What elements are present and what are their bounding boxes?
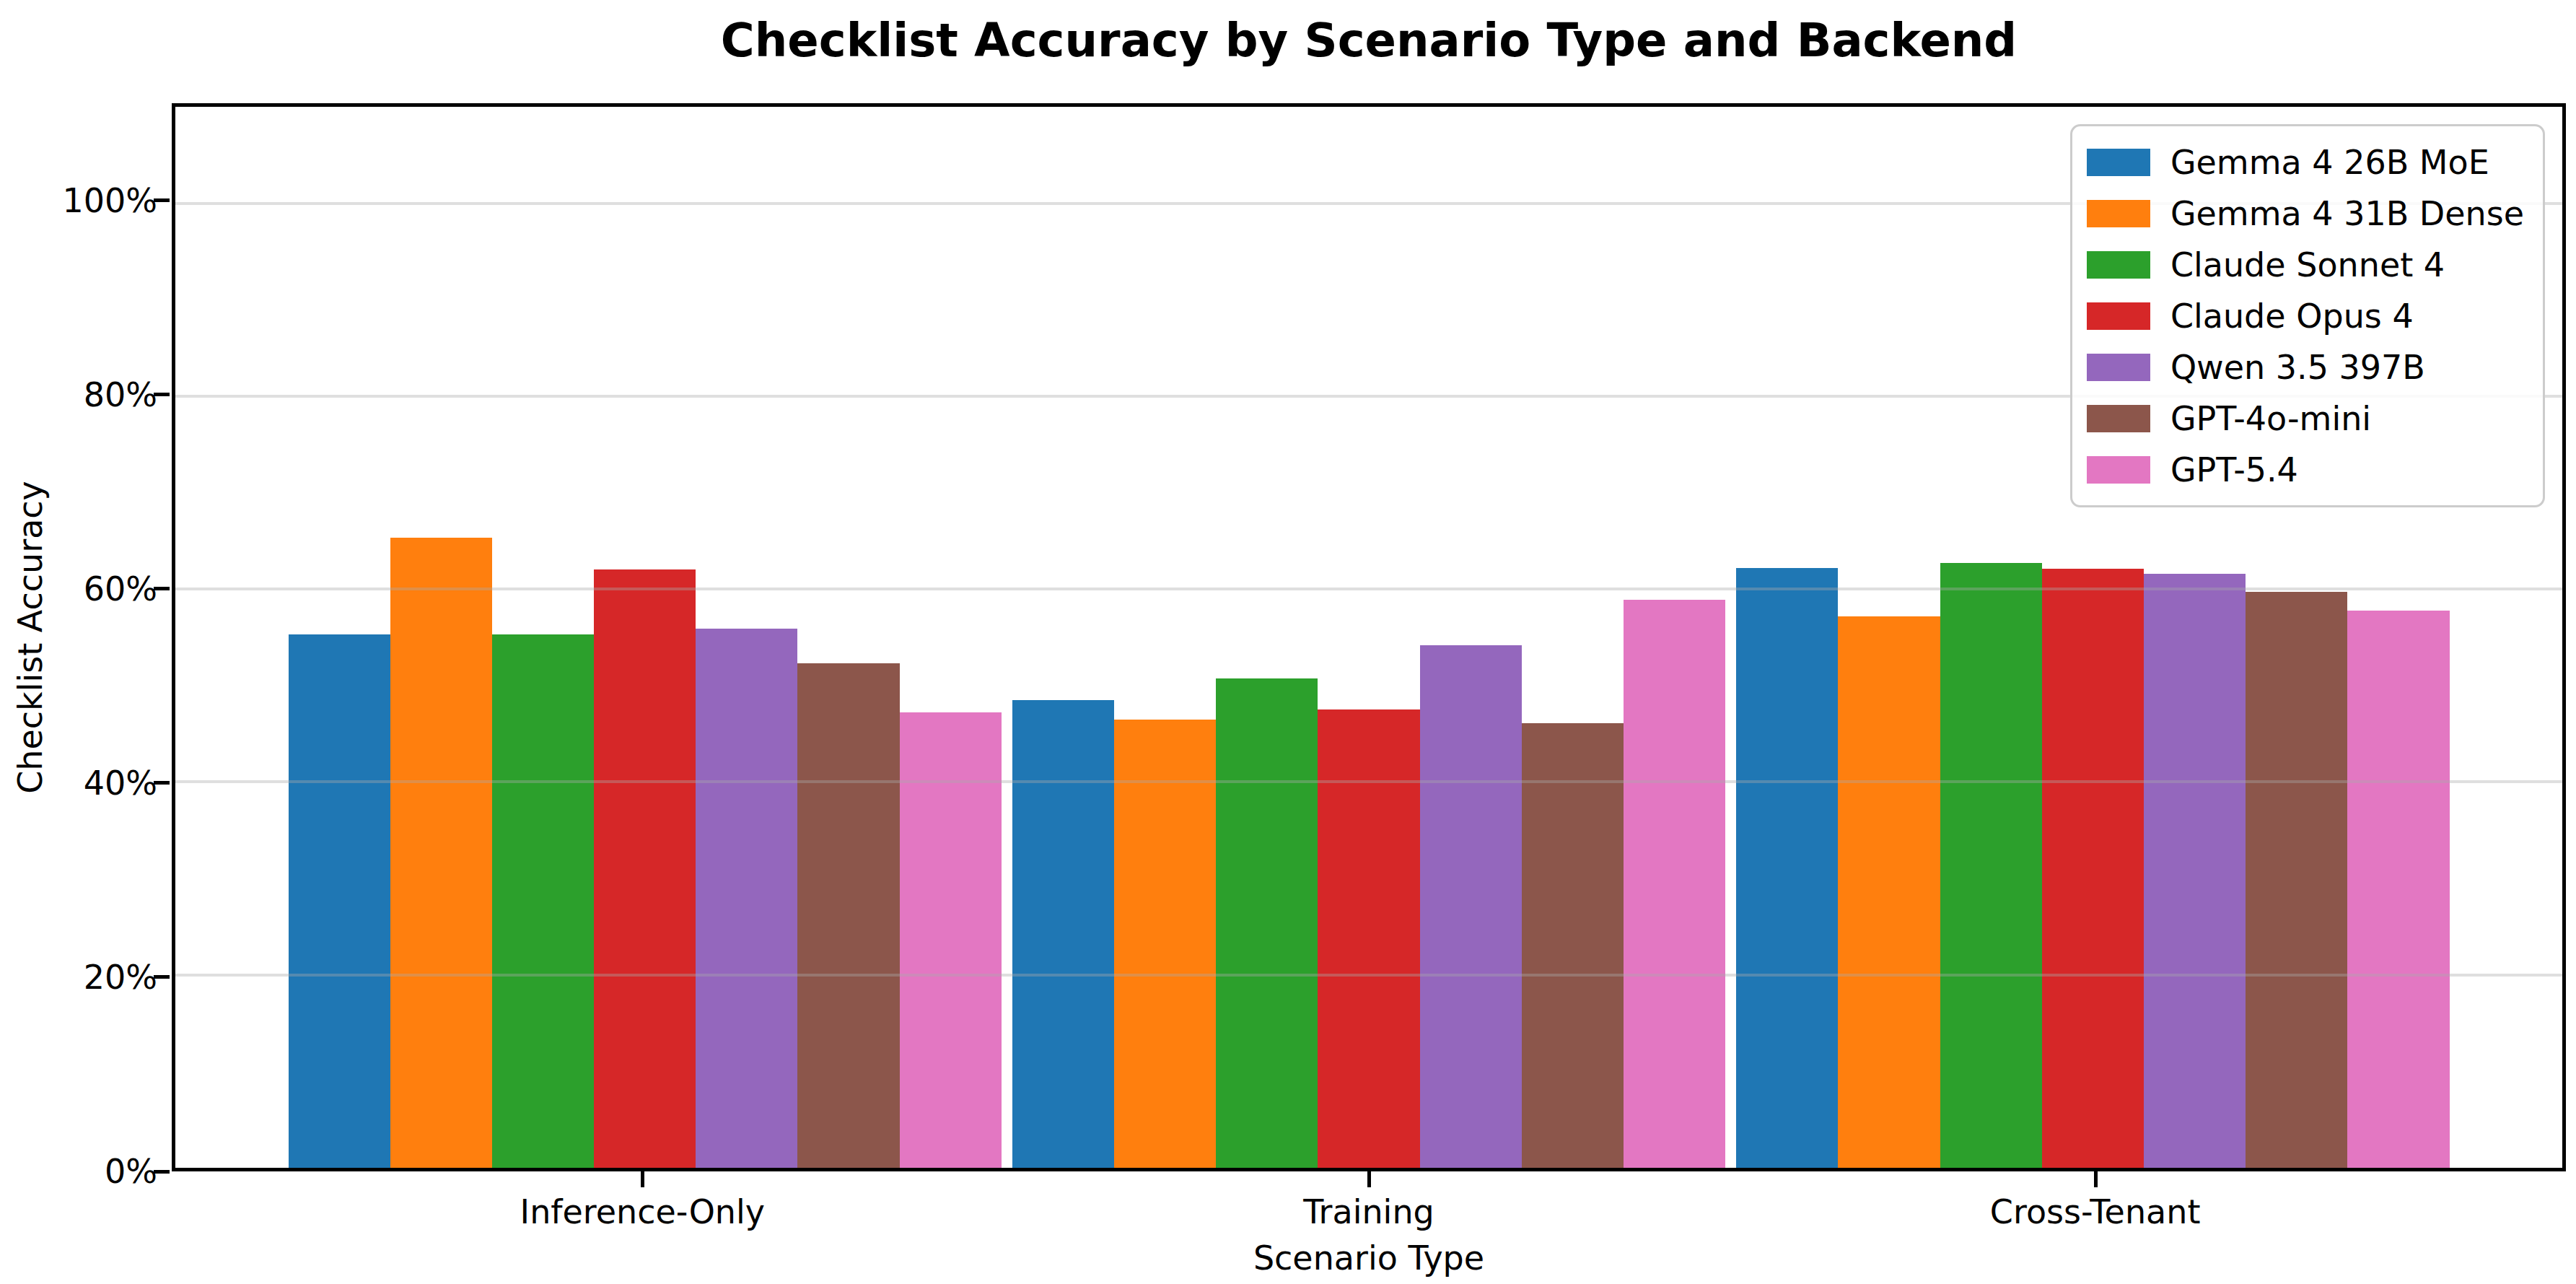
bar-group xyxy=(289,107,1002,1168)
legend-label: Claude Opus 4 xyxy=(2170,297,2414,336)
y-tick-label: 40% xyxy=(0,761,157,805)
y-tick-label: 100% xyxy=(0,179,157,222)
bar xyxy=(289,634,390,1168)
bar xyxy=(492,634,594,1168)
category-slot xyxy=(1007,107,1730,1168)
bar xyxy=(900,712,1002,1168)
bar xyxy=(1420,645,1522,1168)
legend-swatch xyxy=(2087,405,2150,432)
y-axis-label: Checklist Accuracy xyxy=(9,103,52,1171)
legend-swatch xyxy=(2087,302,2150,330)
legend-label: Qwen 3.5 397B xyxy=(2170,348,2425,387)
bar xyxy=(1522,723,1624,1168)
bar xyxy=(594,569,696,1168)
legend-label: GPT-5.4 xyxy=(2170,450,2298,489)
x-axis-label: Scenario Type xyxy=(172,1239,2566,1278)
bar xyxy=(1838,616,1940,1168)
x-tick-label: Training xyxy=(1152,1192,1585,1232)
figure: Checklist Accuracy by Scenario Type and … xyxy=(0,0,2576,1284)
bar xyxy=(2042,569,2144,1168)
y-axis-label-text: Checklist Accuracy xyxy=(11,481,50,794)
legend-swatch xyxy=(2087,354,2150,381)
category-slot xyxy=(283,107,1007,1168)
x-tick-label: Cross-Tenant xyxy=(1879,1192,2312,1232)
bar xyxy=(797,663,899,1168)
legend: Gemma 4 26B MoE Gemma 4 31B Dense Claude S… xyxy=(2070,124,2545,507)
y-tick-mark xyxy=(154,587,170,590)
bar xyxy=(390,538,492,1168)
bar xyxy=(1114,720,1216,1168)
y-tick-mark xyxy=(154,781,170,785)
x-tick-mark xyxy=(641,1171,644,1187)
legend-item: Claude Opus 4 xyxy=(2087,290,2524,341)
legend-item: Gemma 4 31B Dense xyxy=(2087,188,2524,239)
y-tick-label: 20% xyxy=(0,956,157,999)
bar xyxy=(1318,709,1419,1168)
x-tick-label: Inference-Only xyxy=(426,1192,859,1232)
legend-swatch xyxy=(2087,456,2150,484)
legend-swatch xyxy=(2087,251,2150,279)
y-tick-label: 80% xyxy=(0,373,157,416)
y-tick-mark xyxy=(154,975,170,979)
legend-item: GPT-5.4 xyxy=(2087,444,2524,495)
legend-item: Qwen 3.5 397B xyxy=(2087,341,2524,393)
legend-label: Claude Sonnet 4 xyxy=(2170,245,2445,284)
bar xyxy=(2144,574,2246,1168)
x-tick-mark xyxy=(2094,1171,2098,1187)
x-tick-mark xyxy=(1367,1171,1371,1187)
bar xyxy=(1940,563,2042,1168)
bar-group xyxy=(1012,107,1725,1168)
bar xyxy=(2246,592,2347,1168)
legend-swatch xyxy=(2087,149,2150,176)
legend-item: GPT-4o-mini xyxy=(2087,393,2524,444)
bar xyxy=(2347,611,2449,1168)
chart-title: Checklist Accuracy by Scenario Type and … xyxy=(172,13,2566,69)
y-tick-mark xyxy=(154,393,170,396)
bar xyxy=(1736,568,1838,1168)
bar xyxy=(1012,700,1114,1168)
y-tick-label: 60% xyxy=(0,567,157,611)
bar xyxy=(696,629,797,1168)
y-tick-mark xyxy=(154,1170,170,1174)
legend-swatch xyxy=(2087,200,2150,227)
legend-item: Claude Sonnet 4 xyxy=(2087,239,2524,290)
y-tick-label: 0% xyxy=(0,1150,157,1193)
legend-label: GPT-4o-mini xyxy=(2170,399,2371,438)
bar xyxy=(1624,600,1725,1168)
legend-label: Gemma 4 31B Dense xyxy=(2170,194,2524,233)
legend-item: Gemma 4 26B MoE xyxy=(2087,136,2524,188)
bar xyxy=(1216,678,1318,1168)
y-tick-mark xyxy=(154,198,170,202)
legend-label: Gemma 4 26B MoE xyxy=(2170,143,2489,182)
plot-area: Gemma 4 26B MoE Gemma 4 31B Dense Claude S… xyxy=(172,103,2566,1171)
